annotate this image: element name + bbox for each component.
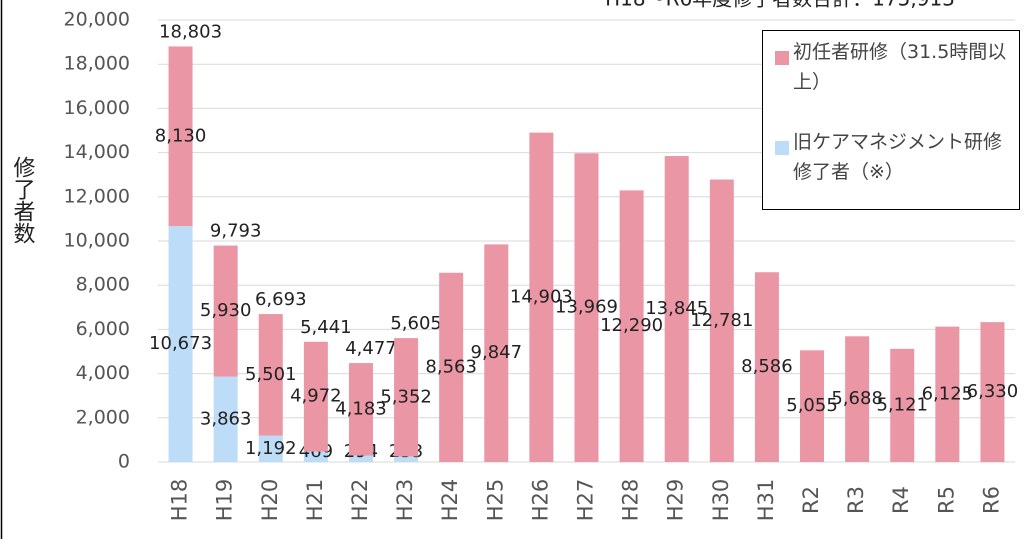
y-axis-label: 修了者数: [10, 156, 36, 244]
value-label: 1,192: [245, 438, 297, 459]
x-tick-label: R5: [934, 486, 958, 514]
value-label: 6,330: [967, 381, 1019, 402]
value-label: 4,183: [335, 398, 387, 419]
bar-segment: [845, 336, 870, 462]
legend-swatch: [775, 141, 789, 155]
bar-segment: [168, 226, 193, 462]
bar-segment: [754, 272, 779, 462]
x-tick-label: R3: [844, 486, 868, 514]
bar-segment: [619, 190, 644, 463]
bar-segment: [258, 314, 283, 436]
bar-segment: [800, 350, 825, 462]
legend-item: 初任者研修（31.5時間以上）: [775, 37, 1011, 97]
value-label: 3,863: [200, 408, 252, 429]
x-tick-label: H22: [348, 479, 372, 522]
bar-segment: [213, 245, 238, 377]
y-tick-label: 16,000: [64, 97, 130, 119]
bar-segment: [258, 435, 283, 462]
x-tick-label: H21: [303, 479, 327, 522]
value-label: 5,055: [786, 395, 838, 416]
x-tick-label: H27: [574, 479, 598, 522]
x-tick-label: H19: [213, 479, 237, 522]
bar-segment: [348, 363, 373, 456]
x-tick-label: H24: [438, 479, 462, 522]
value-label: 13,969: [555, 297, 618, 318]
x-tick-label: H18: [168, 479, 192, 522]
bar-segment: [529, 132, 554, 462]
bar-segment: [303, 341, 328, 452]
x-tick-label: H29: [664, 479, 688, 522]
y-tick-label: 18,000: [64, 53, 130, 75]
y-tick-label: 4,000: [76, 362, 130, 384]
x-tick-label: H30: [709, 479, 733, 522]
x-tick-label: H23: [393, 479, 417, 522]
value-label: 8,586: [741, 356, 793, 377]
y-tick-label: 0: [118, 451, 130, 473]
bar-segment: [980, 322, 1005, 462]
value-label: 4,972: [290, 386, 342, 407]
value-label: 12,290: [600, 315, 663, 336]
value-label: 9,847: [471, 342, 523, 363]
y-tick-label: 20,000: [64, 9, 130, 31]
total-label: 18,803: [159, 21, 222, 42]
y-tick-label: 10,000: [64, 230, 130, 252]
value-label: 10,673: [149, 333, 212, 354]
x-tick-label: H25: [483, 479, 507, 522]
value-label: 5,352: [380, 386, 432, 407]
x-tick-label: H20: [258, 479, 282, 522]
legend-label: 初任者研修（31.5時間以上）: [793, 41, 1007, 93]
total-label: 4,477: [345, 338, 397, 359]
bar-segment: [348, 455, 373, 462]
x-tick-label: R4: [889, 486, 913, 514]
value-label: 5,501: [245, 364, 297, 385]
value-label: 5,121: [876, 394, 928, 415]
total-label: 9,793: [210, 221, 262, 242]
x-tick-label: R2: [799, 486, 823, 514]
x-tick-label: R6: [979, 486, 1003, 514]
x-tick-label: H26: [528, 479, 552, 522]
total-label: 5,605: [390, 313, 442, 334]
value-label: 8,130: [155, 125, 207, 146]
y-tick-label: 12,000: [64, 185, 130, 207]
y-tick-label: 8,000: [76, 274, 130, 296]
bar-segment: [303, 451, 328, 462]
total-label: 5,441: [300, 317, 352, 338]
y-tick-label: 2,000: [76, 406, 130, 428]
bar-segment: [439, 272, 464, 462]
x-tick-label: H28: [619, 479, 643, 522]
legend-item: 旧ケアマネジメント研修修了者（※）: [775, 127, 1011, 187]
legend: 初任者研修（31.5時間以上） 旧ケアマネジメント研修修了者（※）: [762, 30, 1020, 210]
bar-segment: [484, 244, 509, 462]
bar-segment: [574, 153, 599, 462]
bar-segment: [709, 179, 734, 462]
total-label: 6,693: [255, 289, 307, 310]
x-tick-label: H31: [754, 479, 778, 522]
value-label: 5,688: [831, 388, 883, 409]
legend-label: 旧ケアマネジメント研修修了者（※）: [793, 131, 1003, 183]
bar-segment: [213, 376, 238, 462]
value-label: 12,781: [690, 310, 753, 331]
y-tick-label: 14,000: [64, 141, 130, 163]
value-label: 6,125: [922, 383, 974, 404]
bar-segment: [394, 456, 419, 462]
legend-swatch: [775, 51, 789, 65]
y-tick-label: 6,000: [76, 318, 130, 340]
bar-segment: [890, 348, 915, 462]
bar-segment: [935, 326, 960, 462]
bar-segment: [664, 156, 689, 462]
bar-segment: [168, 46, 193, 227]
value-label: 14,903: [510, 286, 573, 307]
chart-title: H18～R6年度修了者数合計：175,913: [605, 0, 955, 11]
value-label: 5,930: [200, 300, 252, 321]
value-label: 8,563: [425, 356, 477, 377]
value-label: 13,845: [645, 298, 708, 319]
bar-segment: [394, 338, 419, 457]
